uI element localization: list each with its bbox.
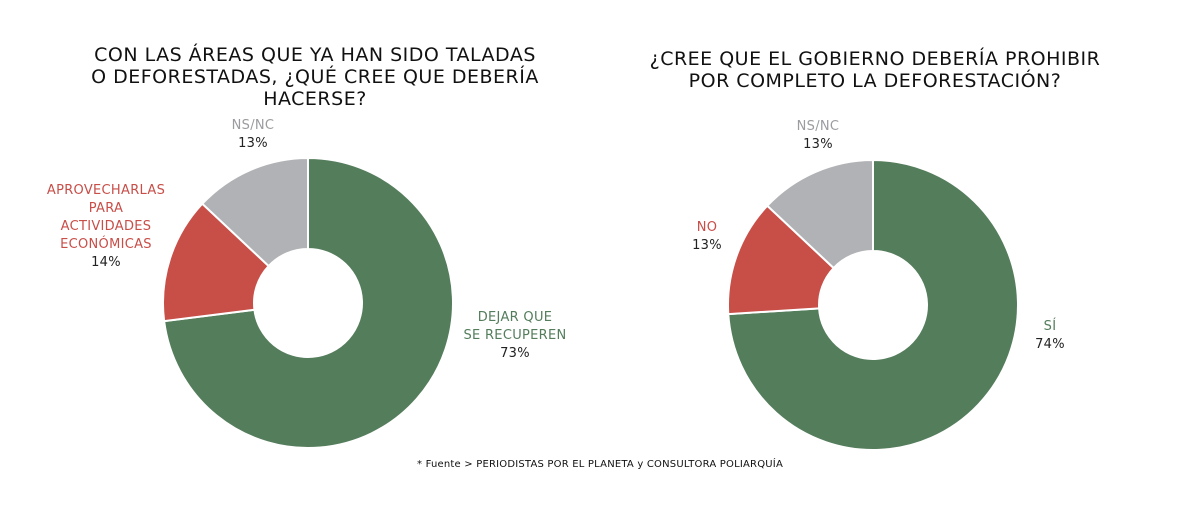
chart-2-label-si: SÍ 74 [1025,318,1075,354]
chart-2-donut [727,158,1019,451]
chart-2-label-no-value: 13 [682,237,732,255]
chart-1-slice-2 [162,202,271,323]
chart-1-label-nsnc-line-1: NS/NC [231,118,275,133]
chart-1-label-dejar-line-2: SE RECUPEREN [463,328,567,343]
chart-2-slice-1 [727,158,1019,451]
chart-1-title: CON LAS ÁREAS QUE YA HAN SIDO TALADAS O … [70,44,560,110]
chart-1-label-aprovecharlas-line-4: ECONÓMICAS [60,237,152,252]
chart-1-label-aprovecharlas: APROVECHARLAS PARA ACTIVIDADES ECONÓMICA… [40,182,172,272]
chart-1-label-dejar-value: 73 [455,345,575,363]
chart-1-label-aprovecharlas-line-3: ACTIVIDADES [60,219,152,234]
chart-2-label-si-value: 74 [1025,336,1075,354]
chart-1-label-aprovecharlas-value: 14 [40,254,172,272]
chart-2-label-si-line-1: SÍ [1043,319,1057,334]
chart-1-label-aprovecharlas-line-1: APROVECHARLAS [46,183,166,198]
chart-1-label-aprovecharlas-line-2: PARA [88,201,124,216]
chart-2-title-line-1: ¿CREE QUE EL GOBIERNO DEBERÍA PROHIBIR [649,48,1101,70]
chart-1-title-line-1: CON LAS ÁREAS QUE YA HAN SIDO TALADAS [94,44,536,66]
chart-1-label-dejar-line-1: DEJAR QUE [477,310,553,325]
chart-2-title: ¿CREE QUE EL GOBIERNO DEBERÍA PROHIBIR P… [640,48,1110,92]
chart-1-slice-1 [163,156,454,449]
chart-2-title-line-2: POR COMPLETO LA DEFORESTACIÓN? [688,70,1062,92]
chart-1-label-dejar: DEJAR QUE SE RECUPEREN 73 [455,309,575,363]
chart-2-label-nsnc-line-1: NS/NC [796,119,840,134]
chart-2-label-no-line-1: NO [696,220,718,235]
chart-1-label-nsnc: NS/NC 13 [203,117,303,153]
chart-1-label-nsnc-value: 13 [203,135,303,153]
chart-2-label-nsnc: NS/NC 13 [768,118,868,154]
chart-1-donut [162,156,454,449]
chart-2-slice-3 [765,158,874,270]
chart-1-title-line-2: O DEFORESTADAS, ¿QUÉ CREE QUE DEBERÍA HA… [91,66,539,110]
source-note: * Fuente > PERIODISTAS POR EL PLANETA y … [417,459,783,470]
chart-1-slice-3 [200,156,309,268]
chart-2-label-no: NO 13 [682,219,732,255]
chart-2-label-nsnc-value: 13 [768,136,868,154]
